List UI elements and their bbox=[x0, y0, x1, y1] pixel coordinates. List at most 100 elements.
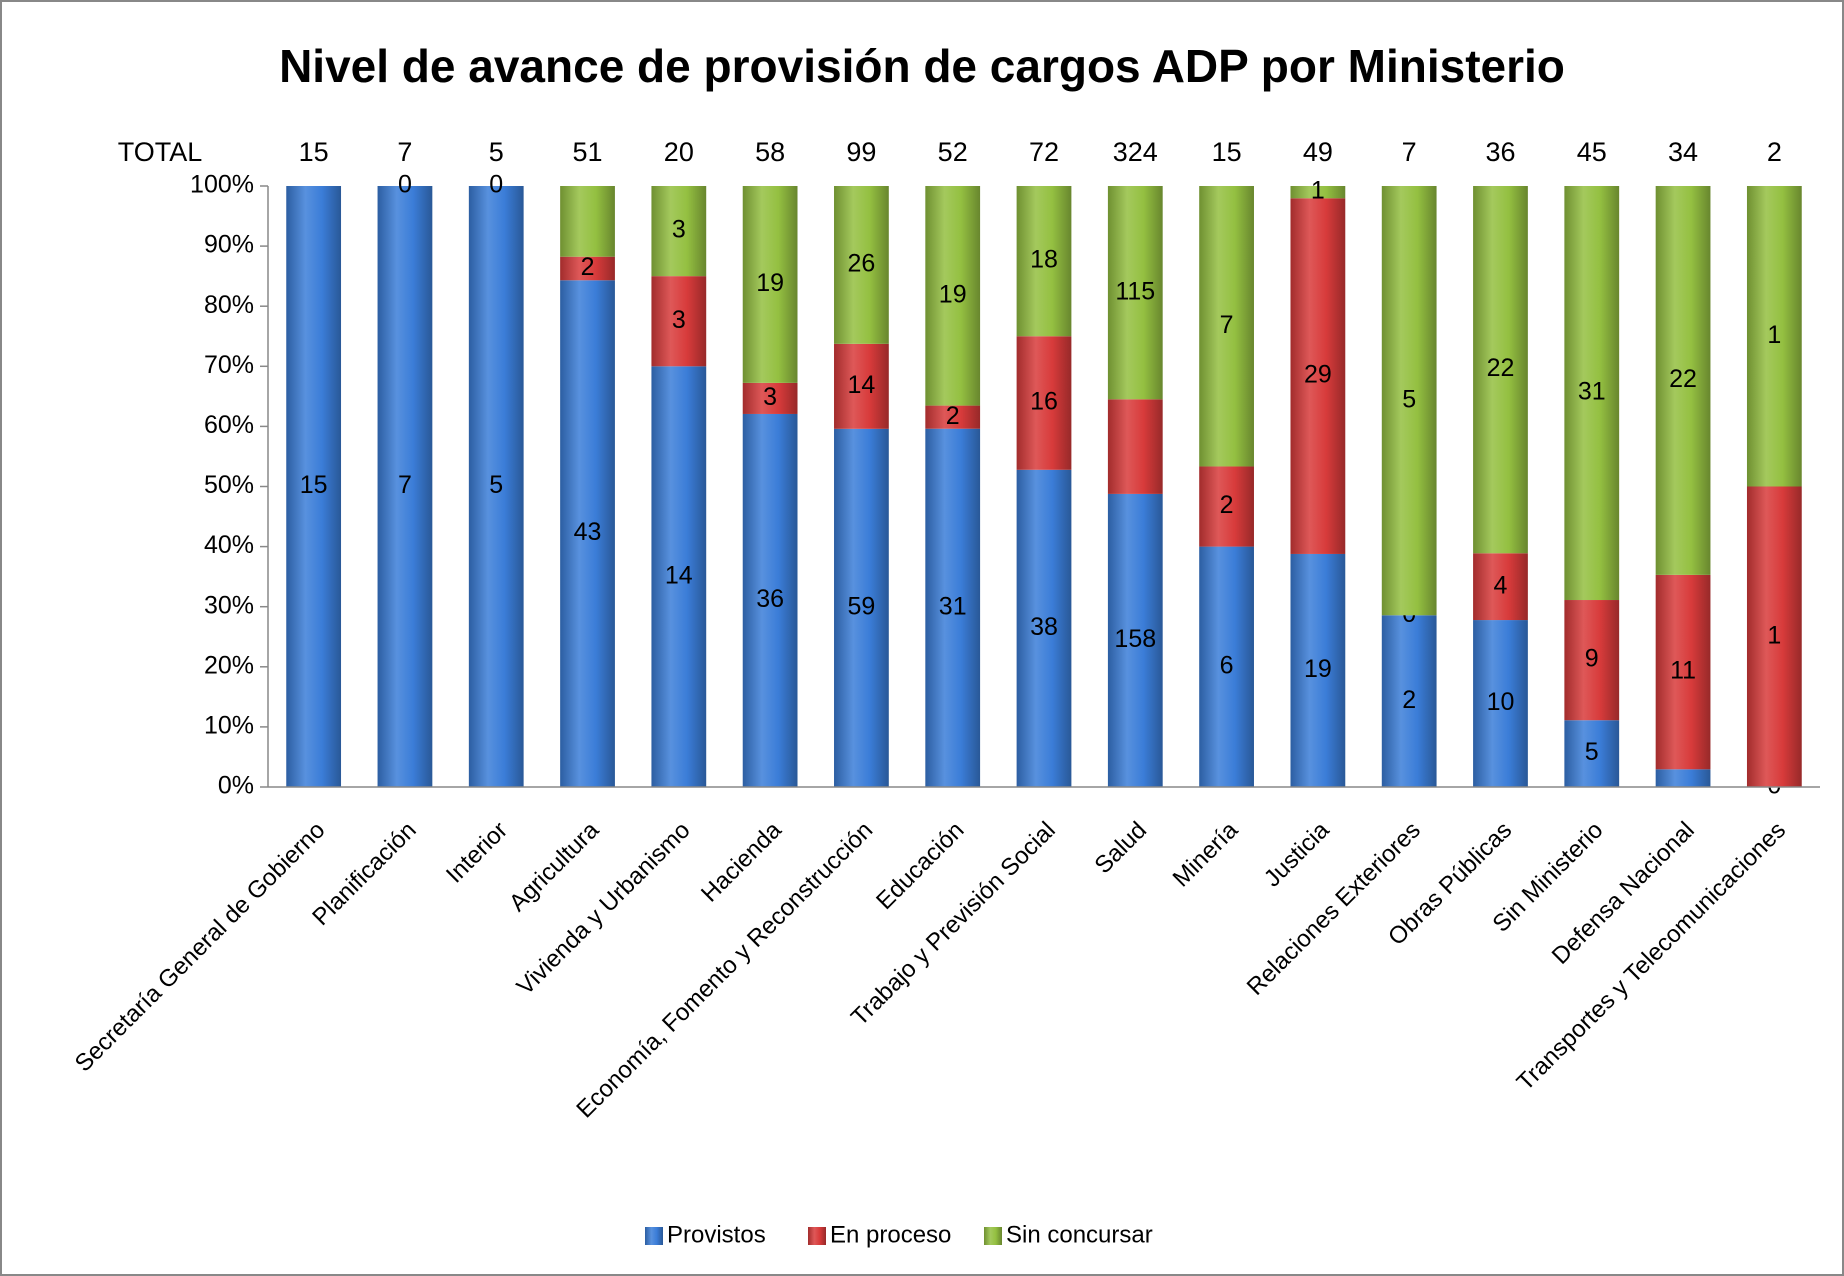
legend-swatch bbox=[645, 1227, 663, 1245]
bar-segment bbox=[1199, 466, 1254, 547]
bar-segment bbox=[834, 343, 889, 429]
data-label: 5 bbox=[489, 471, 503, 499]
data-label: 10 bbox=[1487, 688, 1515, 716]
total-label: 7 bbox=[1402, 137, 1417, 167]
bar-segment bbox=[1473, 553, 1528, 621]
bar-segment bbox=[1473, 620, 1528, 787]
total-label: 15 bbox=[1212, 137, 1242, 167]
totals-label: TOTAL bbox=[118, 137, 203, 167]
data-label: 158 bbox=[1114, 625, 1156, 653]
bar-segment bbox=[1381, 186, 1437, 616]
bar-segment bbox=[925, 428, 981, 787]
data-label: 22 bbox=[1669, 365, 1697, 393]
data-label: 31 bbox=[939, 592, 967, 620]
bar-segment bbox=[1016, 186, 1072, 337]
bar-segment bbox=[742, 413, 798, 787]
legend-swatch bbox=[984, 1227, 1002, 1245]
bar-segment bbox=[1199, 186, 1254, 467]
bar-segment bbox=[1655, 769, 1711, 787]
total-label: 36 bbox=[1485, 137, 1515, 167]
bar-segment bbox=[1655, 186, 1711, 575]
data-label: 5 bbox=[1402, 385, 1416, 413]
total-label: 99 bbox=[846, 137, 876, 167]
bar-segment bbox=[925, 186, 981, 406]
data-label: 3 bbox=[763, 383, 777, 411]
bar-segment bbox=[1746, 186, 1802, 487]
total-label: 49 bbox=[1303, 137, 1333, 167]
legend-label: Provistos bbox=[667, 1221, 766, 1248]
total-label: 2 bbox=[1767, 137, 1782, 167]
total-label: 58 bbox=[755, 137, 785, 167]
data-label: 16 bbox=[1030, 388, 1058, 416]
y-tick-label: 60% bbox=[204, 411, 254, 439]
bar-segment bbox=[468, 186, 524, 787]
data-label: 3 bbox=[672, 306, 686, 334]
data-label: 6 bbox=[1220, 651, 1234, 679]
bar-segment bbox=[834, 186, 889, 344]
bar-segment bbox=[651, 366, 707, 787]
data-label: 19 bbox=[756, 269, 784, 297]
bar-segment bbox=[1564, 720, 1620, 787]
y-tick-label: 50% bbox=[204, 471, 254, 499]
bar-segment bbox=[1473, 186, 1528, 554]
bar-segment bbox=[1107, 186, 1163, 400]
y-tick-label: 80% bbox=[204, 291, 254, 319]
legend-label: En proceso bbox=[830, 1221, 951, 1248]
y-tick-label: 70% bbox=[204, 351, 254, 379]
bar-segment bbox=[651, 276, 707, 367]
bar-segment bbox=[1290, 553, 1346, 787]
data-label: 2 bbox=[946, 402, 960, 430]
bar-segment bbox=[1290, 198, 1346, 554]
total-label: 324 bbox=[1113, 137, 1158, 167]
data-label: 2 bbox=[581, 253, 595, 281]
data-label: 18 bbox=[1030, 246, 1058, 274]
data-label: 0 bbox=[398, 171, 412, 199]
bar-segment bbox=[1381, 615, 1437, 787]
total-label: 20 bbox=[664, 137, 694, 167]
data-label: 2 bbox=[1220, 491, 1234, 519]
bar-segment bbox=[560, 186, 615, 257]
bar-segment bbox=[1016, 336, 1072, 470]
bar-segment bbox=[286, 186, 342, 787]
y-tick-label: 0% bbox=[218, 772, 254, 800]
data-label: 38 bbox=[1030, 613, 1058, 641]
total-label: 7 bbox=[397, 137, 412, 167]
bar-segment bbox=[1199, 546, 1254, 787]
total-label: 52 bbox=[938, 137, 968, 167]
data-label: 26 bbox=[848, 250, 876, 278]
data-label: 36 bbox=[756, 585, 784, 613]
bar-segment bbox=[1016, 469, 1072, 787]
data-label: 115 bbox=[1115, 277, 1155, 305]
total-label: 5 bbox=[489, 137, 504, 167]
data-label: 14 bbox=[848, 371, 876, 399]
bar-segment bbox=[1564, 600, 1620, 721]
data-label: 22 bbox=[1487, 354, 1515, 382]
data-label: 4 bbox=[1494, 571, 1508, 599]
data-label: 11 bbox=[1670, 657, 1696, 685]
data-label: 1 bbox=[1767, 621, 1781, 649]
y-tick-label: 30% bbox=[204, 591, 254, 619]
data-label: 5 bbox=[1585, 738, 1599, 766]
y-tick-label: 20% bbox=[204, 651, 254, 679]
total-label: 34 bbox=[1668, 137, 1698, 167]
data-label: 3 bbox=[672, 216, 686, 244]
bar-segment bbox=[834, 428, 889, 787]
bar-segment bbox=[560, 280, 615, 787]
bar-segment bbox=[560, 256, 615, 281]
bar-segment bbox=[651, 186, 707, 277]
data-label: 2 bbox=[1402, 686, 1416, 714]
bar-segment bbox=[1655, 574, 1711, 770]
y-tick-label: 40% bbox=[204, 531, 254, 559]
data-label: 1 bbox=[1311, 177, 1325, 205]
bar-segment bbox=[1746, 486, 1802, 787]
bar-segment bbox=[1564, 186, 1620, 601]
data-label: 9 bbox=[1585, 645, 1599, 673]
total-label: 45 bbox=[1577, 137, 1607, 167]
legend-label: Sin concursar bbox=[1006, 1221, 1153, 1248]
data-label: 7 bbox=[1220, 311, 1234, 339]
y-tick-label: 100% bbox=[190, 171, 254, 199]
data-label: 43 bbox=[574, 518, 602, 546]
data-label: 31 bbox=[1578, 378, 1606, 406]
bar-segment bbox=[1107, 399, 1163, 494]
